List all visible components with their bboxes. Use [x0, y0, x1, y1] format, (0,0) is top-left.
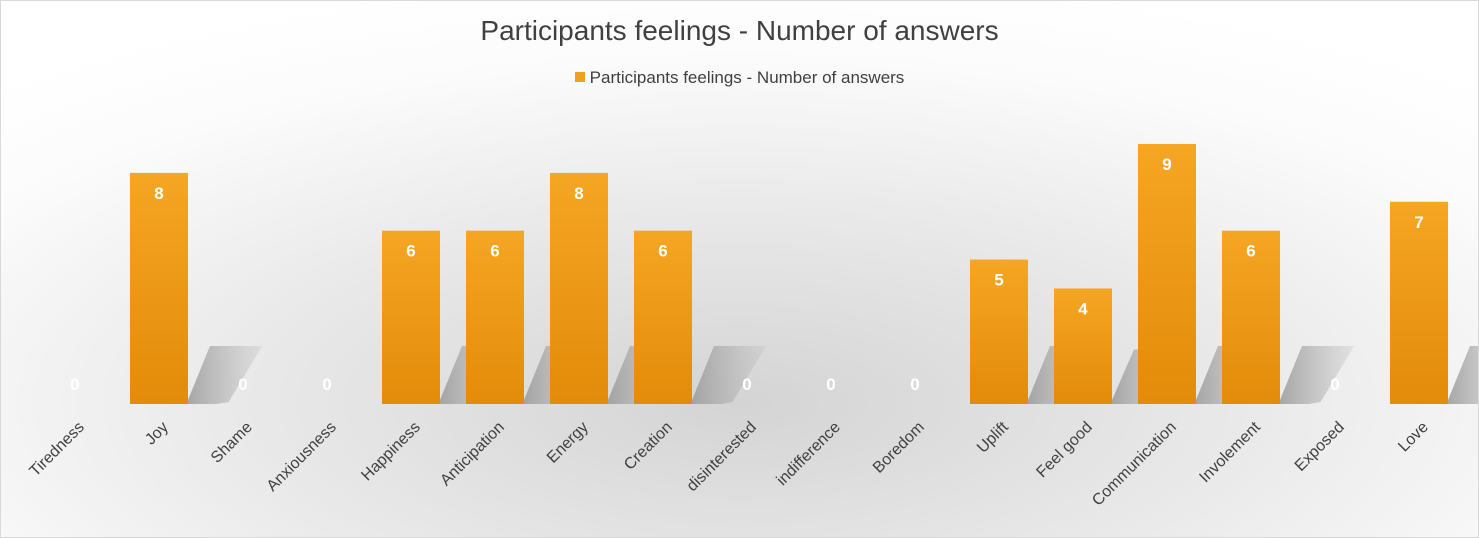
- data-label-uplift: 5: [994, 271, 1003, 290]
- bar-shadow: [692, 346, 767, 404]
- bar-communication: [1138, 144, 1196, 404]
- tick-label-uplift: Uplift: [974, 418, 1012, 456]
- data-label-feel-good: 4: [1078, 299, 1088, 318]
- data-label-shame: 0: [238, 375, 247, 394]
- tick-label-energy: Energy: [544, 419, 592, 467]
- data-label-communication: 9: [1162, 155, 1171, 174]
- data-label-love: 7: [1414, 213, 1423, 232]
- legend-swatch: [574, 72, 585, 82]
- bar-shadow: [188, 346, 263, 404]
- bar-shadow: [1448, 346, 1478, 404]
- tick-label-communication: Communication: [1089, 419, 1180, 510]
- data-label-disinterested: 0: [742, 375, 751, 394]
- data-label-joy: 8: [154, 184, 163, 203]
- data-labels: 0 8 0 0 6 6 8 6 0 0 0 5 4 9 6 0 7: [70, 155, 1423, 394]
- chart-title: Participants feelings - Number of answer…: [480, 15, 999, 46]
- bar-energy: [550, 172, 608, 404]
- data-label-tiredness: 0: [70, 375, 79, 394]
- bar-happiness: [382, 230, 440, 404]
- tick-label-boredom: Boredom: [870, 419, 928, 477]
- tick-label-happiness: Happiness: [358, 419, 423, 484]
- data-label-happiness: 6: [406, 242, 415, 261]
- tick-label-exposed: Exposed: [1292, 419, 1348, 475]
- data-label-boredom: 0: [910, 375, 919, 394]
- bar-anticipation: [466, 230, 524, 404]
- data-label-anxiousness: 0: [322, 375, 331, 394]
- x-axis-tick-labels: Tiredness Joy Shame Anxiousness Happiness Ant…: [27, 418, 1432, 509]
- tick-label-disinterested: disinterested: [684, 419, 760, 495]
- tick-label-anxiousness: Anxiousness: [264, 419, 340, 495]
- tick-label-feel-good: Feel good: [1033, 419, 1095, 481]
- bar-creation: [634, 230, 692, 404]
- bars: [130, 144, 1448, 404]
- tick-label-joy: Joy: [142, 419, 172, 449]
- bar-love: [1390, 201, 1448, 404]
- bar-feel-good: [1054, 288, 1112, 404]
- data-label-exposed: 0: [1330, 375, 1339, 394]
- tick-label-shame: Shame: [208, 419, 256, 467]
- data-label-involement: 6: [1246, 242, 1255, 261]
- legend: Participants feelings - Number of answer…: [1, 68, 1478, 88]
- bar-uplift: [970, 259, 1028, 404]
- data-label-anticipation: 6: [490, 242, 499, 261]
- tick-label-creation: Creation: [621, 419, 676, 474]
- data-label-energy: 8: [574, 184, 583, 203]
- tick-label-involement: Involement: [1196, 418, 1264, 486]
- bar-involement: [1222, 230, 1280, 404]
- tick-label-tiredness: Tiredness: [27, 419, 88, 480]
- tick-label-love: Love: [1395, 419, 1432, 456]
- tick-label-indifference: indifference: [774, 419, 844, 489]
- data-label-creation: 6: [658, 242, 667, 261]
- bar-joy: [130, 172, 188, 404]
- data-label-indifference: 0: [826, 375, 835, 394]
- tick-label-anticipation: Anticipation: [437, 419, 508, 490]
- legend-label: Participants feelings - Number of answer…: [589, 68, 905, 87]
- bar-shadow: [1280, 346, 1355, 404]
